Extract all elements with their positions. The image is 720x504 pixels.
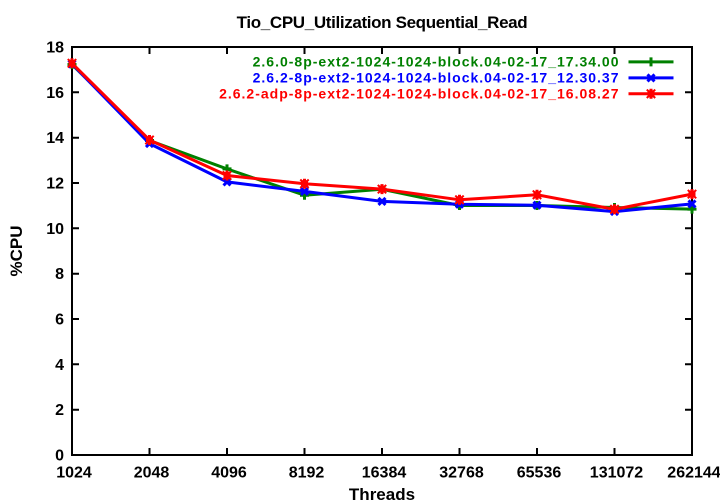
svg-text:4096: 4096: [211, 465, 247, 482]
svg-text:18: 18: [46, 40, 64, 57]
svg-text:10: 10: [46, 221, 64, 238]
svg-text:4: 4: [55, 357, 64, 374]
svg-text:262144: 262144: [667, 465, 720, 482]
svg-text:2.6.2-adp-8p-ext2-1024-1024-bl: 2.6.2-adp-8p-ext2-1024-1024-block.04-02-…: [219, 86, 619, 102]
svg-text:2.6.0-8p-ext2-1024-1024-block.: 2.6.0-8p-ext2-1024-1024-block.04-02-17_1…: [253, 54, 620, 70]
svg-text:8192: 8192: [289, 465, 325, 482]
svg-text:2: 2: [55, 402, 64, 419]
svg-text:16384: 16384: [362, 465, 407, 482]
svg-text:12: 12: [46, 176, 64, 193]
svg-text:Tio_CPU_Utilization Sequential: Tio_CPU_Utilization Sequential_Read: [237, 13, 528, 32]
svg-text:131072: 131072: [590, 465, 643, 482]
svg-text:32768: 32768: [439, 465, 484, 482]
svg-text:1024: 1024: [56, 465, 92, 482]
svg-text:16: 16: [46, 85, 64, 102]
svg-text:8: 8: [55, 266, 64, 283]
svg-text:0: 0: [55, 448, 64, 465]
svg-text:14: 14: [46, 130, 64, 147]
svg-text:%CPU: %CPU: [7, 225, 26, 276]
svg-text:65536: 65536: [517, 465, 562, 482]
svg-text:Threads: Threads: [349, 485, 415, 504]
svg-text:2.6.2-8p-ext2-1024-1024-block.: 2.6.2-8p-ext2-1024-1024-block.04-02-17_1…: [253, 70, 620, 86]
svg-text:2048: 2048: [134, 465, 170, 482]
svg-text:6: 6: [55, 312, 64, 329]
